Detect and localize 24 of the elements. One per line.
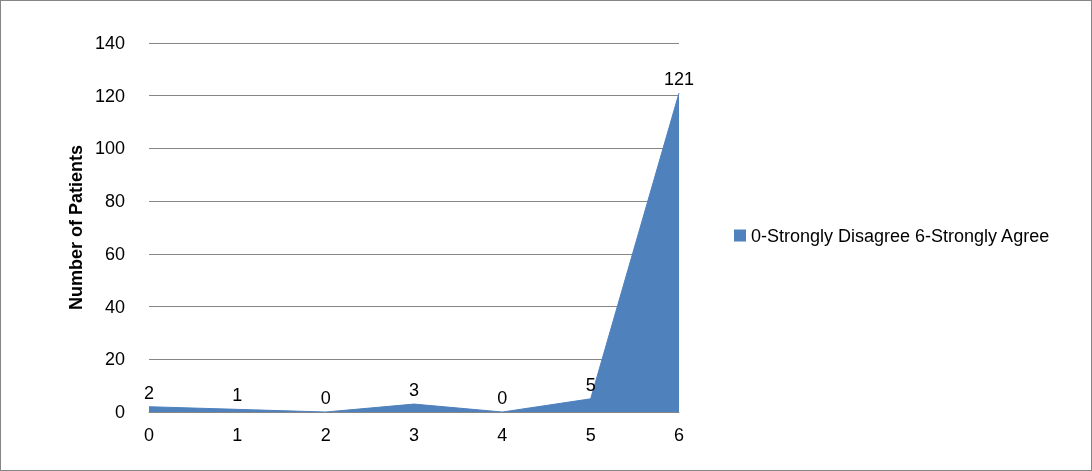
data-label: 3 [408,380,420,401]
x-tick-label: 0 [143,425,155,445]
y-tick-label: 60 [104,243,125,264]
y-axis-title: Number of Patients [66,144,86,311]
x-tick-label: 4 [497,425,508,445]
data-label: 1 [232,385,243,406]
x-tick-label: 3 [408,425,420,445]
data-label: 2 [143,382,155,403]
x-tick-label: 5 [585,425,596,445]
y-tick-label: 40 [104,296,125,317]
data-label: 5 [585,374,596,395]
y-tick-label: 140 [94,33,125,53]
data-label: 0 [497,388,508,408]
x-tick-label: 1 [232,425,243,445]
y-tick-label: 100 [94,138,125,159]
y-tick-label: 20 [104,349,125,370]
legend-label: 0-Strongly Disagree 6-Strongly Agree [751,225,1050,246]
data-label: 0 [320,388,331,408]
y-tick-label: 120 [94,85,125,106]
y-tick-label: 0 [114,402,125,422]
data-label: 121 [663,69,695,90]
x-tick-label: 6 [673,425,685,445]
y-tick-label: 80 [104,191,125,212]
x-tick-label: 2 [320,425,331,445]
